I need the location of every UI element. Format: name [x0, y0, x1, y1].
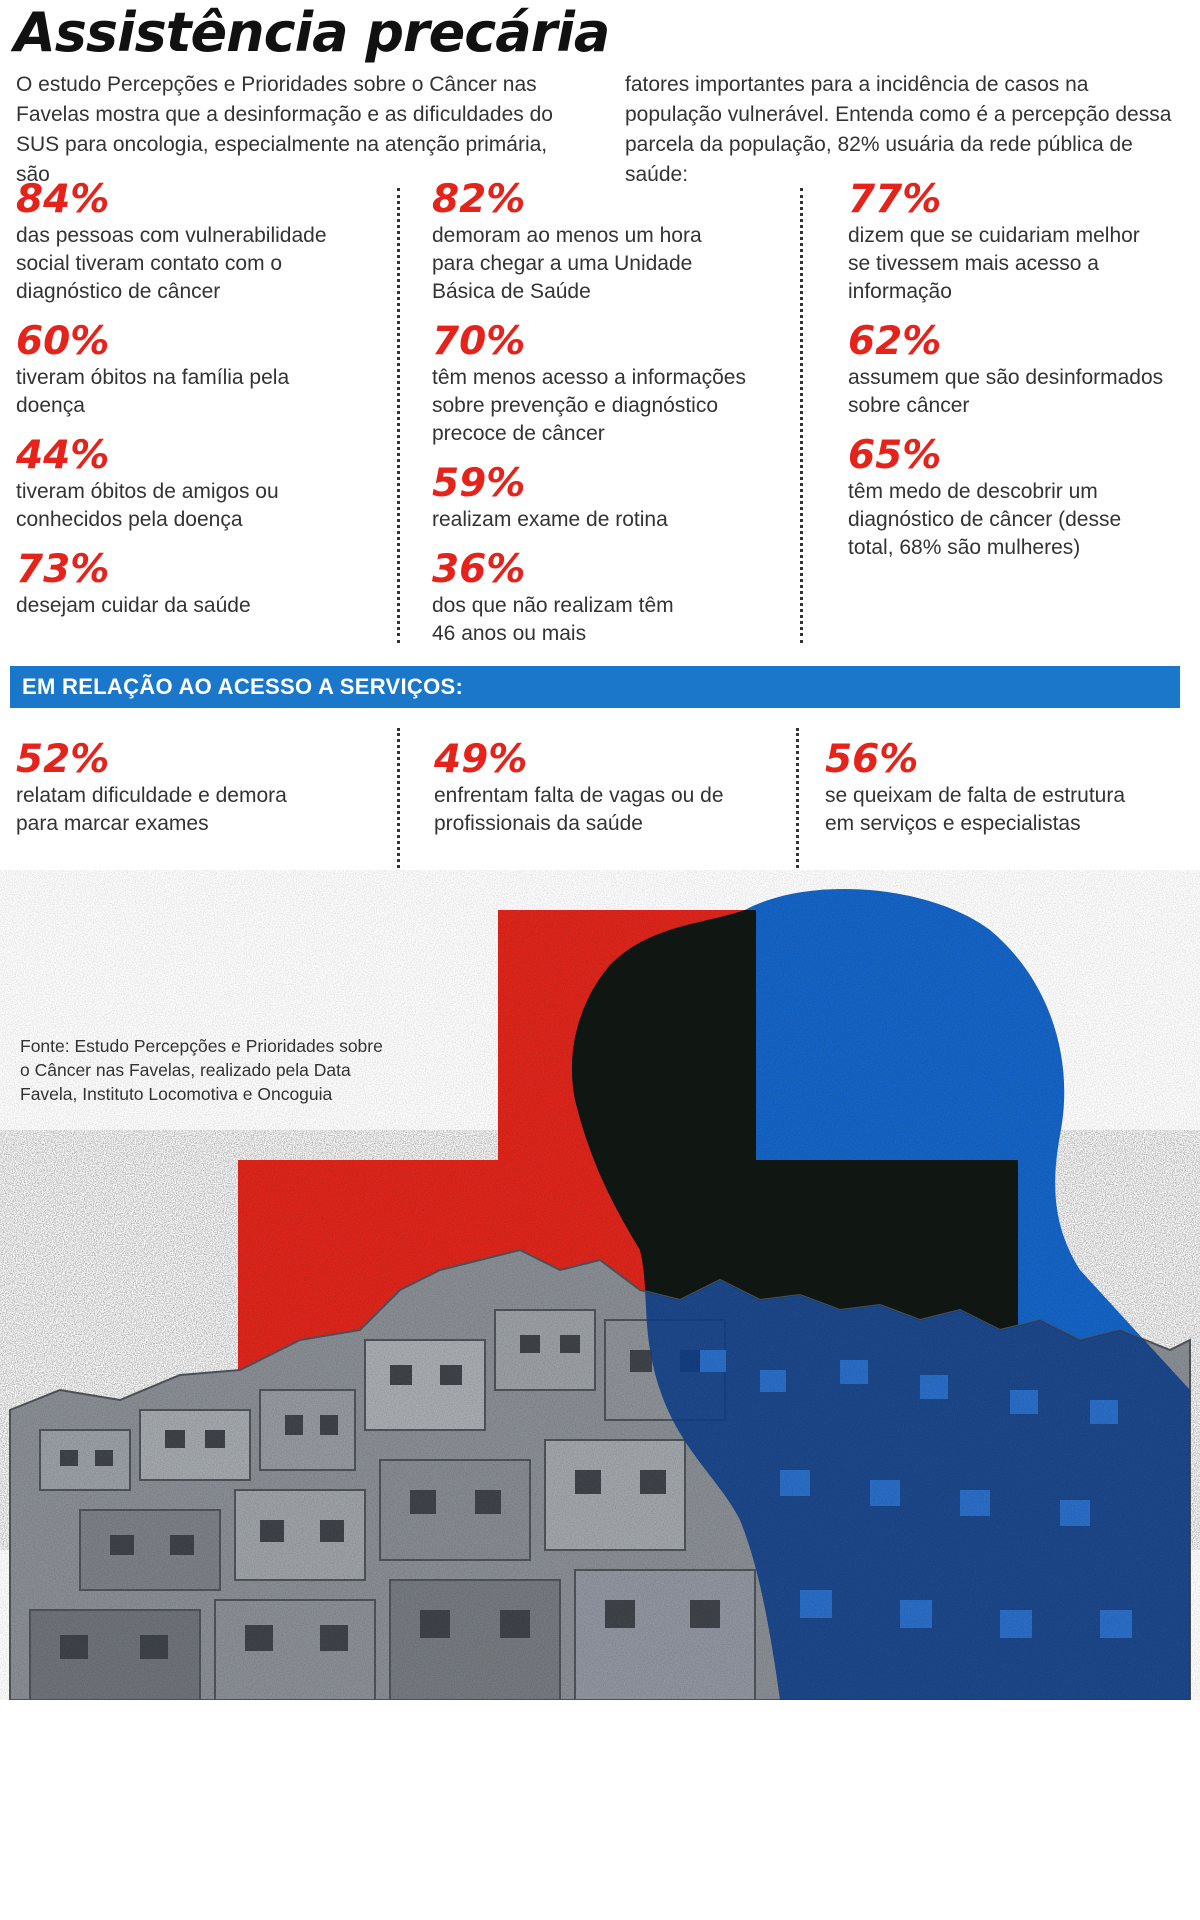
- stats-column-3: 77% dizem que se cuidariam melhor se tiv…: [848, 178, 1188, 576]
- column-divider: [800, 188, 803, 643]
- stat-description: dos que não realizam têm 46 anos ou mais: [432, 594, 674, 645]
- stat-item: 73% desejam cuidar da saúde: [16, 548, 386, 620]
- stat-percent: 36%: [432, 547, 526, 592]
- stat-percent: 84%: [16, 177, 110, 222]
- illustration: [0, 870, 1200, 1700]
- stat-description: tiveram óbitos na família pela doença: [16, 366, 290, 417]
- stat-item: 84% das pessoas com vulnerabilidade soci…: [16, 178, 386, 306]
- access-percent: 49%: [434, 737, 528, 782]
- stat-item: 77% dizem que se cuidariam melhor se tiv…: [848, 178, 1188, 306]
- stat-item: 59% realizam exame de rotina: [432, 462, 802, 534]
- stat-item: 62% assumem que são desinformados sobre …: [848, 320, 1188, 420]
- column-divider: [397, 188, 400, 643]
- section-heading: EM RELAÇÃO AO ACESSO A SERVIÇOS:: [22, 674, 464, 699]
- stat-percent: 60%: [16, 319, 110, 364]
- stat-description: assumem que são desinformados sobre cânc…: [848, 366, 1164, 417]
- stat-percent: 44%: [16, 433, 110, 478]
- stat-item: 65% têm medo de descobrir um diagnóstico…: [848, 434, 1188, 562]
- stat-percent: 59%: [432, 461, 526, 506]
- stat-item: 82% demoram ao menos um hora para chegar…: [432, 178, 802, 306]
- stat-description: tiveram óbitos de amigos ou conhecidos p…: [16, 480, 279, 531]
- column-divider: [796, 728, 799, 868]
- stat-description: têm medo de descobrir um diagnóstico de …: [848, 480, 1122, 559]
- stat-percent: 65%: [848, 433, 942, 478]
- stat-description: demoram ao menos um hora para chegar a u…: [432, 224, 702, 303]
- access-item: 56% se queixam de falta de estrutura em …: [825, 738, 1195, 838]
- access-percent: 52%: [16, 737, 110, 782]
- source-note: Fonte: Estudo Percepções e Prioridades s…: [20, 1036, 383, 1104]
- stat-percent: 73%: [16, 547, 110, 592]
- section-banner: EM RELAÇÃO AO ACESSO A SERVIÇOS:: [10, 666, 1180, 708]
- intro-right: fatores importantes para a incidência de…: [625, 73, 1172, 186]
- stat-description: dizem que se cuidariam melhor se tivesse…: [848, 224, 1140, 303]
- stat-percent: 70%: [432, 319, 526, 364]
- access-item: 49% enfrentam falta de vagas ou de profi…: [434, 738, 804, 838]
- stat-item: 36% dos que não realizam têm 46 anos ou …: [432, 548, 802, 648]
- access-item: 52% relatam dificuldade e demora para ma…: [16, 738, 386, 838]
- stat-description: das pessoas com vulnerabilidade social t…: [16, 224, 327, 303]
- stat-percent: 62%: [848, 319, 942, 364]
- access-description: relatam dificuldade e demora para marcar…: [16, 784, 287, 835]
- access-description: enfrentam falta de vagas ou de profissio…: [434, 784, 724, 835]
- stat-item: 70% têm menos acesso a informações sobre…: [432, 320, 802, 448]
- page-title: Assistência precária: [14, 1, 610, 64]
- stat-item: 60% tiveram óbitos na família pela doenç…: [16, 320, 386, 420]
- access-percent: 56%: [825, 737, 919, 782]
- stat-percent: 82%: [432, 177, 526, 222]
- stat-description: realizam exame de rotina: [432, 508, 668, 531]
- access-description: se queixam de falta de estrutura em serv…: [825, 784, 1126, 835]
- grain-overlay: [0, 870, 1200, 1700]
- column-divider: [397, 728, 400, 868]
- stat-description: desejam cuidar da saúde: [16, 594, 251, 617]
- stats-column-2: 82% demoram ao menos um hora para chegar…: [432, 178, 802, 662]
- intro-left: O estudo Percepções e Prioridades sobre …: [16, 73, 553, 186]
- stat-description: têm menos acesso a informações sobre pre…: [432, 366, 746, 445]
- stat-item: 44% tiveram óbitos de amigos ou conhecid…: [16, 434, 386, 534]
- stat-percent: 77%: [848, 177, 942, 222]
- stats-column-1: 84% das pessoas com vulnerabilidade soci…: [16, 178, 386, 634]
